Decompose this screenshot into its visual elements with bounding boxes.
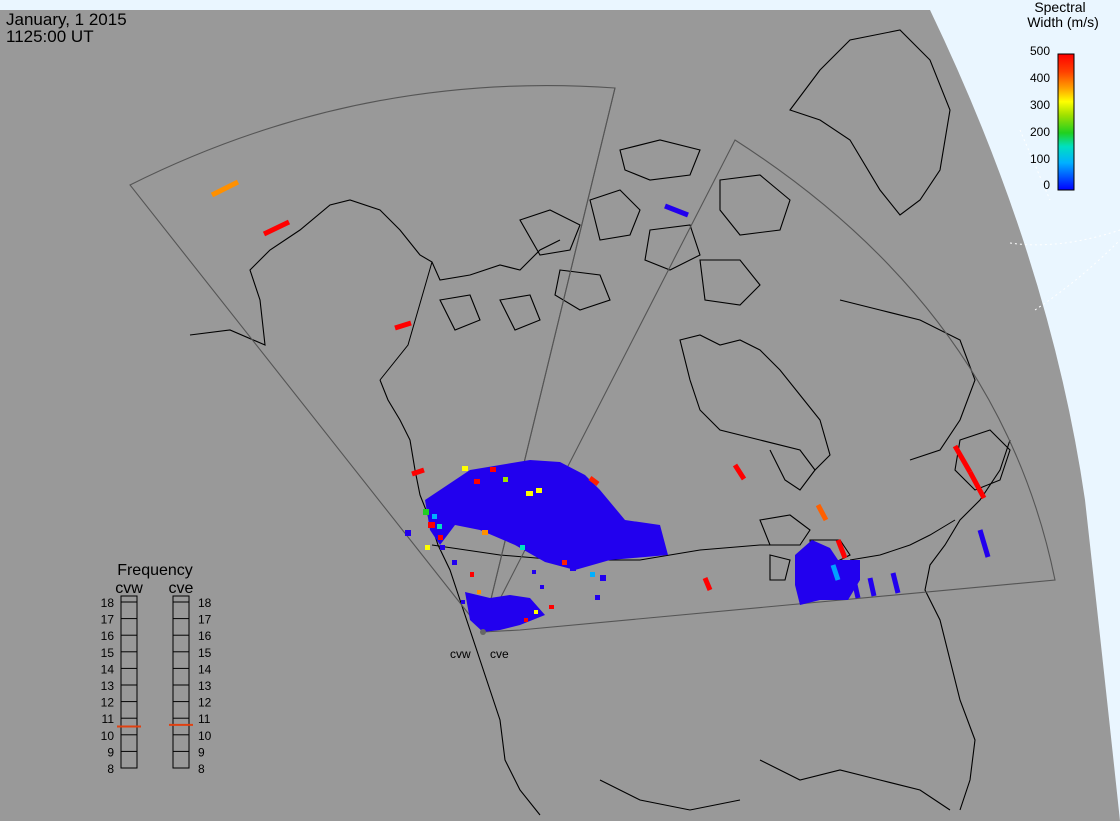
echoes (210, 179, 991, 599)
frequency-tick-label: 13 (198, 679, 212, 693)
latitude-line (1034, 239, 1120, 311)
colorbar-tick: 100 (1030, 152, 1050, 166)
colorbar-title: Spectral (1034, 0, 1085, 15)
radar-label-cve: cve (490, 647, 509, 661)
colorbar-tick: 200 (1030, 125, 1050, 139)
colorbar-tick: 400 (1030, 71, 1050, 85)
frequency-tick-label: 18 (198, 596, 212, 610)
latitude-line (1009, 229, 1120, 246)
frequency-tick-label: 14 (101, 662, 115, 676)
map-background (0, 10, 1120, 821)
frequency-title: Frequency (117, 562, 193, 579)
frequency-tick-label: 16 (101, 629, 115, 643)
frequency-tick-label: 10 (198, 729, 212, 743)
frequency-tick-label: 13 (101, 679, 115, 693)
echo-pixels (423, 466, 595, 622)
frequency-header-cve: cve (169, 580, 194, 597)
colorbar-tick: 300 (1030, 98, 1050, 112)
frequency-tick-label: 12 (198, 696, 212, 710)
date-label: January, 1 2015 (6, 10, 127, 29)
radar-site-marker (480, 629, 486, 635)
colorbar-gradient (1057, 53, 1075, 191)
coastlines (189, 29, 1011, 816)
frequency-tick-label: 9 (107, 745, 114, 759)
radar-fov (129, 85, 1056, 633)
frequency-tick-label: 14 (198, 662, 212, 676)
colorbar-tick: 500 (1030, 44, 1050, 58)
borders (379, 261, 956, 561)
frequency-tick-label: 18 (101, 596, 115, 610)
colorbar-tick: 0 (1043, 178, 1050, 192)
radar-label-cvw: cvw (450, 647, 471, 661)
frequency-tick-label: 15 (198, 646, 212, 660)
frequency-tick-label: 11 (102, 712, 115, 726)
frequency-tick-label: 17 (101, 613, 115, 627)
frequency-tick-label: 12 (101, 696, 115, 710)
frequency-tick-label: 16 (198, 629, 212, 643)
colorbar-title: Width (m/s) (1027, 14, 1099, 30)
frequency-tick-label: 8 (107, 762, 114, 776)
time-label: 1125:00 UT (6, 27, 94, 46)
frequency-tick-label: 9 (198, 745, 205, 759)
scatter-cve (795, 540, 860, 605)
frequency-tick-label: 17 (198, 613, 212, 627)
frequency-tick-label: 15 (101, 646, 115, 660)
frequency-tick-label: 10 (101, 729, 115, 743)
frequency-panel: Frequency cvw cve 18 17 16 15 14 13 12 11 10 9 8 18… (101, 562, 212, 776)
colorbar: Spectral Width (m/s) 500 400 300 200 100… (1027, 0, 1099, 192)
frequency-header-cvw: cvw (115, 580, 143, 597)
frequency-tick-label: 8 (198, 762, 205, 776)
frequency-tick-label: 11 (198, 712, 211, 726)
